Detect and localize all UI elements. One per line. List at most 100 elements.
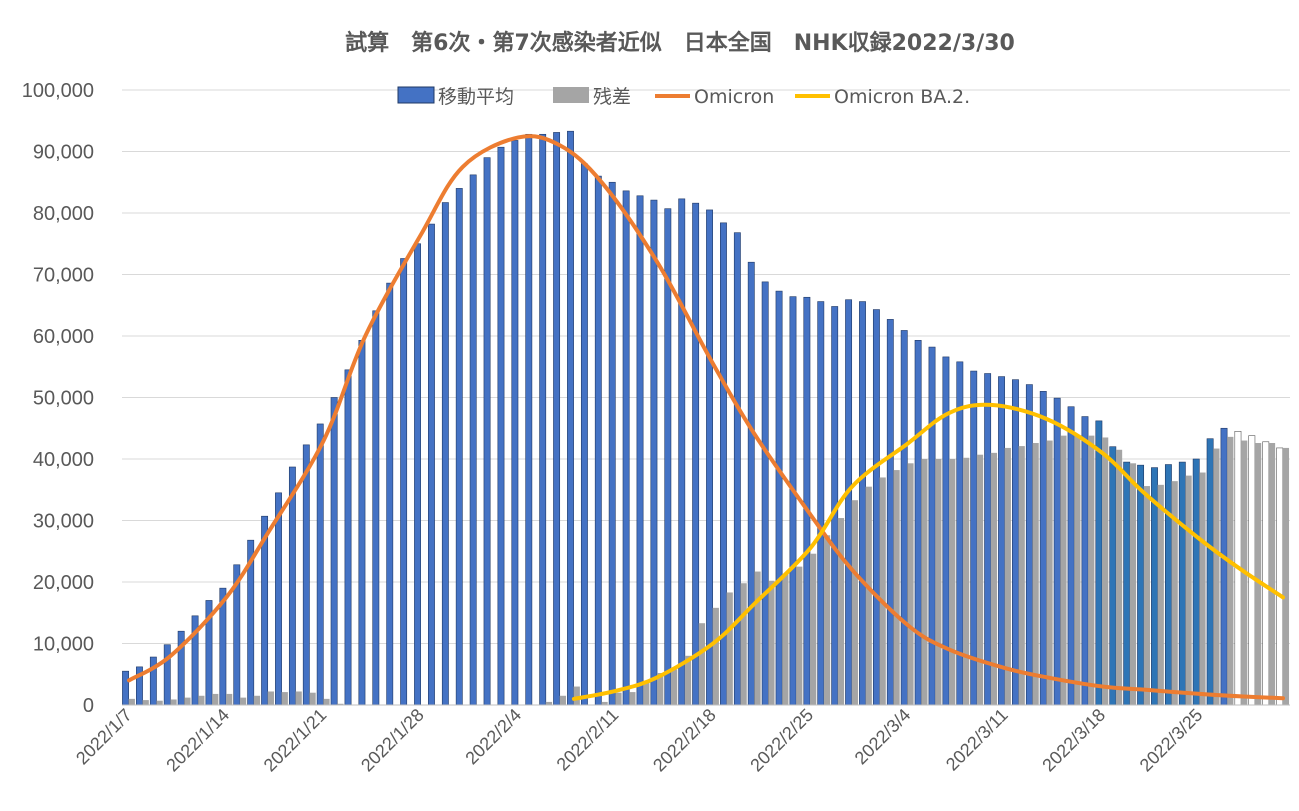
bar-residual <box>212 693 219 705</box>
bar-moving-average <box>761 281 769 706</box>
bar-moving-average <box>678 198 686 706</box>
bar-residual <box>545 701 553 705</box>
bar-moving-average <box>886 319 894 706</box>
bar-residual <box>1185 475 1192 705</box>
bar-residual <box>295 691 302 705</box>
y-tick-label: 30,000 <box>33 511 94 533</box>
bar-series <box>122 130 1290 706</box>
x-tick-label: 2022/1/28 <box>357 705 428 776</box>
bar-moving-average <box>483 157 491 706</box>
legend-label-residual: 残差 <box>593 86 631 108</box>
bar-residual <box>962 457 970 705</box>
bar-moving-average <box>998 376 1005 706</box>
bar-residual <box>726 592 733 705</box>
bar-moving-average <box>330 397 338 706</box>
bar-moving-average <box>984 373 992 706</box>
bar-moving-average <box>441 202 449 706</box>
bar-residual <box>768 580 775 705</box>
bar-moving-average <box>775 290 783 706</box>
x-tick-label: 2022/1/14 <box>162 705 233 776</box>
bar-moving-average <box>1109 446 1117 706</box>
bar-residual <box>754 571 761 705</box>
bar-moving-average <box>386 282 394 706</box>
bar-moving-average <box>1012 379 1019 706</box>
bar-residual <box>1018 446 1025 705</box>
bar-moving-average <box>1095 420 1103 706</box>
bar-moving-average <box>122 670 129 706</box>
bar-moving-average <box>970 370 978 706</box>
bar-moving-average <box>733 232 741 706</box>
bar-moving-average <box>914 340 922 706</box>
bar-moving-average <box>414 243 421 706</box>
bar-residual <box>921 459 928 705</box>
bar-residual <box>1143 486 1150 705</box>
bar-residual <box>796 566 803 705</box>
bar-moving-average <box>275 492 282 706</box>
bar-residual <box>559 695 566 705</box>
bar-residual <box>309 692 316 705</box>
bar-moving-average <box>817 301 825 706</box>
bar-residual <box>323 698 330 705</box>
bar-residual <box>1046 440 1053 705</box>
bar-residual <box>170 699 177 705</box>
bar-residual <box>128 698 135 705</box>
bar-residual <box>1171 481 1178 705</box>
bar-residual <box>976 454 984 705</box>
bar-moving-average <box>1192 458 1200 706</box>
bar-moving-average <box>1081 416 1089 706</box>
bar-residual <box>851 500 858 705</box>
x-tick-label: 2022/2/11 <box>553 705 623 775</box>
bar-moving-average <box>1123 461 1131 706</box>
bar-moving-average <box>316 423 324 706</box>
bar-moving-average <box>372 310 380 706</box>
bar-moving-average <box>747 261 755 706</box>
y-tick-label: 100,000 <box>22 80 94 102</box>
bar-residual <box>267 691 274 705</box>
bar-residual <box>615 692 622 705</box>
x-tick-label: 2022/2/25 <box>746 705 817 776</box>
y-tick-label: 90,000 <box>33 142 94 164</box>
line-series <box>127 134 1285 701</box>
bar-moving-average <box>608 181 616 706</box>
bar-residual <box>1129 463 1137 705</box>
bar-moving-average <box>803 296 811 706</box>
legend-label-omicron-ba2: Omicron BA.2. <box>834 86 970 108</box>
bar-moving-average <box>580 163 588 706</box>
bar-residual <box>629 692 636 705</box>
bar-moving-average <box>358 340 366 706</box>
bar-moving-average <box>1206 438 1214 706</box>
bar-residual <box>156 700 163 705</box>
x-tick-label: 2022/2/4 <box>461 705 525 769</box>
bar-moving-average <box>344 369 352 706</box>
bar-residual <box>226 693 233 705</box>
y-tick-label: 50,000 <box>33 388 94 410</box>
bar-moving-average <box>594 175 602 706</box>
bar-residual <box>782 574 789 705</box>
y-tick-label: 20,000 <box>33 572 94 594</box>
bar-residual <box>1074 435 1081 705</box>
chart-title: 試算 第6次・第7次感染者近似 日本全国 NHK収録2022/3/30 <box>345 30 1015 56</box>
bar-residual <box>698 623 706 705</box>
bar-residual <box>601 701 608 705</box>
bar-moving-average <box>428 223 435 706</box>
bar-residual <box>823 535 831 705</box>
bar-moving-average <box>706 209 713 706</box>
legend: 移動平均 残差 Omicron Omicron BA.2. <box>397 86 970 108</box>
bar-moving-average <box>1137 464 1145 706</box>
bar-moving-average <box>1276 447 1284 706</box>
bar-moving-average <box>1067 406 1075 706</box>
bar-moving-average <box>1178 461 1186 706</box>
bar-residual <box>1213 448 1220 705</box>
x-tick-label: 2022/2/18 <box>649 705 720 776</box>
bar-moving-average <box>497 146 505 706</box>
y-axis-ticks: 0 10,000 20,000 30,000 40,000 50,000 60,000 70,… <box>22 80 94 717</box>
bar-residual <box>949 459 956 705</box>
bar-residual <box>253 695 261 705</box>
bar-moving-average <box>1039 391 1047 706</box>
bar-residual <box>657 673 664 705</box>
bar-residual <box>810 553 817 705</box>
bar-moving-average <box>859 301 866 706</box>
bar-moving-average <box>845 299 853 706</box>
